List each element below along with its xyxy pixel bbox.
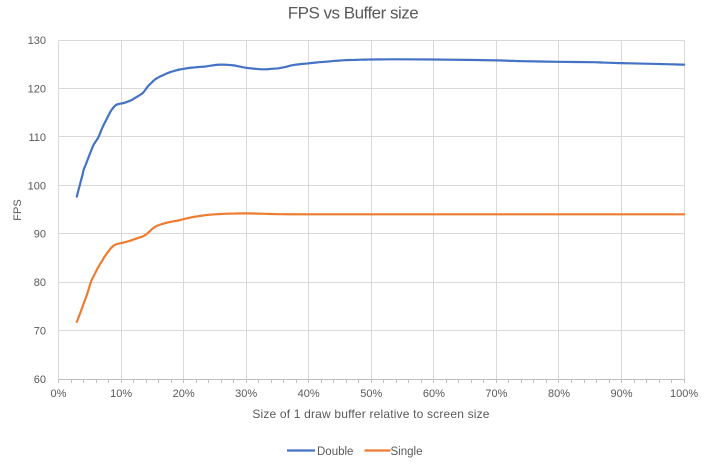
svg-text:100: 100 (28, 180, 46, 192)
svg-text:90%: 90% (610, 388, 632, 400)
svg-text:120: 120 (28, 83, 46, 95)
svg-text:50%: 50% (360, 388, 382, 400)
svg-text:40%: 40% (298, 388, 320, 400)
svg-text:70%: 70% (485, 388, 507, 400)
svg-text:110: 110 (28, 132, 46, 144)
svg-text:90: 90 (34, 229, 46, 241)
svg-text:130: 130 (28, 35, 46, 47)
svg-text:20%: 20% (173, 388, 195, 400)
svg-text:70: 70 (34, 326, 46, 338)
svg-text:Double: Double (317, 446, 353, 458)
svg-text:80%: 80% (548, 388, 570, 400)
svg-text:0%: 0% (51, 388, 67, 400)
svg-text:Single: Single (391, 446, 423, 458)
svg-text:60%: 60% (423, 388, 445, 400)
svg-text:Size of 1 draw buffer relative: Size of 1 draw buffer relative to screen… (252, 407, 489, 421)
svg-text:80: 80 (34, 277, 46, 289)
svg-text:FPS: FPS (12, 199, 24, 220)
svg-text:FPS vs Buffer size: FPS vs Buffer size (288, 4, 419, 23)
svg-text:30%: 30% (235, 388, 257, 400)
svg-text:60: 60 (34, 374, 46, 386)
svg-text:100%: 100% (670, 388, 698, 400)
svg-text:10%: 10% (110, 388, 132, 400)
